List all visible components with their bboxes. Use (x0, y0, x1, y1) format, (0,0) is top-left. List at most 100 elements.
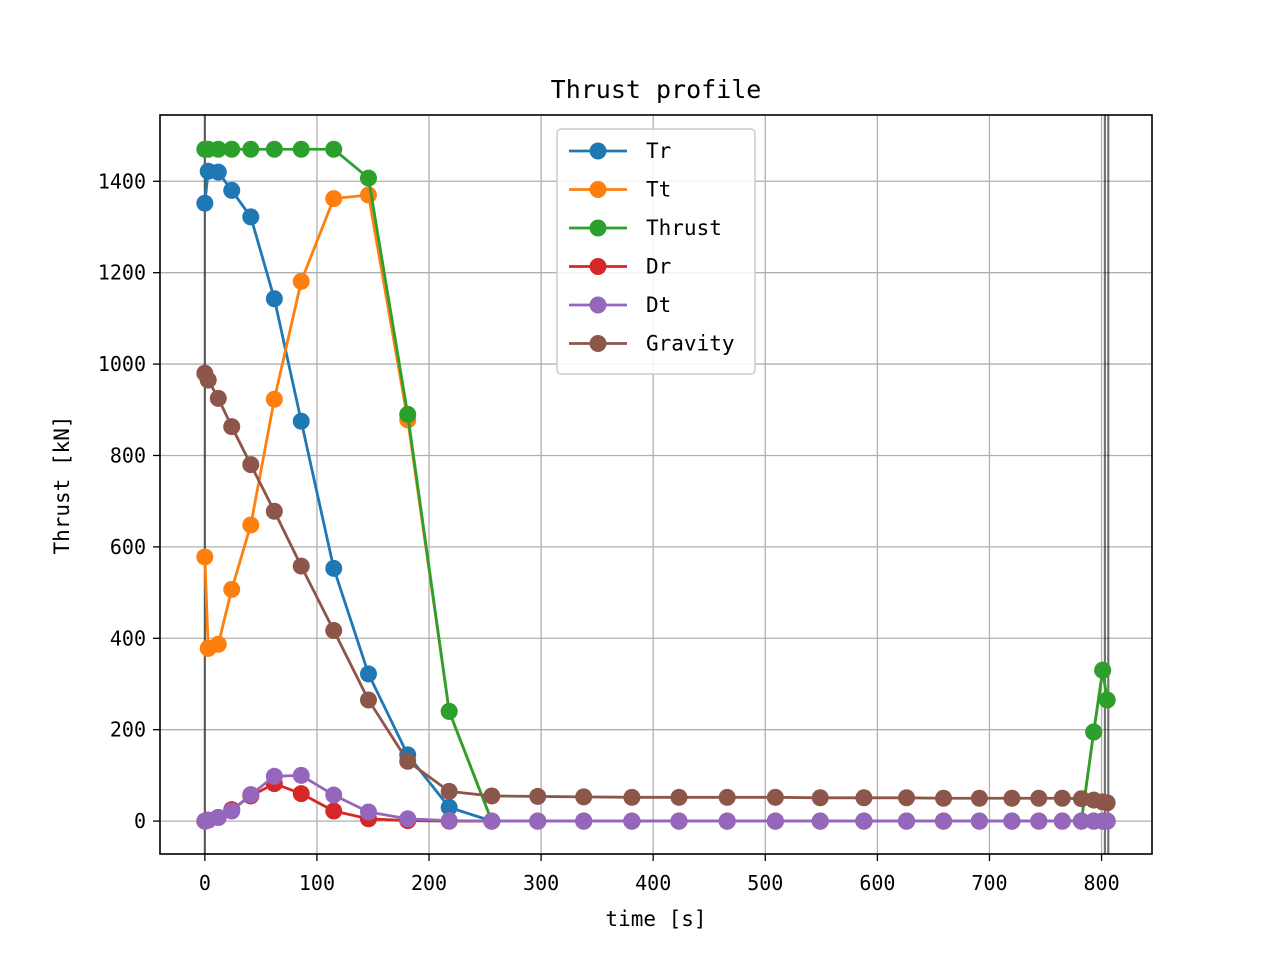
tr-point (325, 559, 343, 577)
x-tick-label: 800 (1083, 871, 1119, 895)
legend-label: Tt (646, 178, 671, 202)
gravity-point (670, 788, 688, 806)
dt-point (1003, 812, 1021, 830)
legend-swatch-marker (589, 181, 607, 198)
gravity-point (399, 752, 417, 770)
gravity-point (359, 691, 377, 709)
legend-swatch-marker (589, 296, 607, 314)
tr-point (265, 290, 283, 308)
thrust-point (325, 140, 343, 158)
tr-point (359, 665, 377, 683)
legend-swatch-marker (589, 258, 607, 275)
gravity-point (718, 788, 736, 806)
tt-point (359, 186, 377, 204)
gravity-point (1072, 790, 1090, 808)
dt-point (670, 812, 688, 830)
gravity-point (292, 557, 310, 575)
legend-item-dt: Dt (569, 293, 671, 317)
tr-point (292, 412, 310, 430)
y-tick-label: 1000 (98, 352, 146, 376)
tr-point (242, 208, 260, 226)
gravity-point (935, 789, 953, 807)
gravity-point (209, 389, 227, 407)
thrust-point (292, 140, 310, 158)
legend-item-tt: Tt (569, 178, 671, 202)
thrust-point (359, 169, 377, 187)
gravity-point (970, 789, 988, 807)
dr-point (292, 785, 310, 803)
tt-point (325, 190, 343, 208)
gravity-point (1030, 789, 1048, 807)
thrust-point (223, 140, 241, 158)
tr-point (209, 163, 227, 181)
dt-point (766, 812, 784, 830)
gravity-point (440, 782, 458, 800)
gravity-point (766, 788, 784, 806)
y-tick-label: 200 (110, 718, 146, 742)
legend-item-gravity: Gravity (569, 332, 735, 356)
y-tick-label: 1400 (98, 169, 146, 193)
y-axis-ticks: 0 200 400 600 800 1000 1200 1400 (98, 169, 160, 833)
thrust-point (399, 405, 417, 423)
dt-point (575, 812, 593, 830)
gravity-point (575, 788, 593, 806)
x-tick-label: 300 (523, 871, 559, 895)
gravity-point (855, 789, 873, 807)
dt-point (242, 786, 260, 804)
x-tick-label: 0 (199, 871, 211, 895)
tt-point (223, 580, 241, 598)
dt-point (1098, 812, 1116, 830)
x-tick-label: 600 (859, 871, 895, 895)
dt-point (970, 812, 988, 830)
y-axis-label: Thrust [kN] (50, 415, 74, 554)
dt-point (1030, 812, 1048, 830)
chart-title: Thrust profile (551, 75, 762, 104)
x-tick-label: 700 (971, 871, 1007, 895)
dt-point (440, 812, 458, 830)
gravity-point (325, 622, 343, 640)
dt-point (718, 812, 736, 830)
gravity-point (1098, 794, 1116, 812)
legend-label: Dt (646, 293, 671, 317)
thrust-point (265, 140, 283, 158)
thrust-point (1094, 661, 1112, 679)
dt-point (292, 766, 310, 784)
x-axis-ticks: 0 100 200 300 400 500 600 700 800 (199, 854, 1120, 895)
legend-label: Tr (646, 139, 671, 163)
y-tick-label: 400 (110, 626, 146, 650)
dt-point (359, 803, 377, 821)
thrust-point (1098, 691, 1116, 709)
series-group (196, 140, 1116, 830)
gravity-point (265, 502, 283, 520)
gravity-point (242, 456, 260, 474)
y-tick-label: 0 (134, 809, 146, 833)
y-tick-label: 800 (110, 443, 146, 467)
vertical-reference-lines (203, 115, 1110, 854)
dt-point (811, 812, 829, 830)
gravity-point (898, 789, 916, 807)
legend-label: Dr (646, 255, 671, 279)
y-tick-label: 1200 (98, 261, 146, 285)
gravity-point (1053, 789, 1071, 807)
legend-label: Gravity (646, 332, 735, 356)
legend-item-thrust: Thrust (569, 216, 722, 240)
dt-point (483, 812, 501, 830)
dt-point (935, 812, 953, 830)
series-dt (196, 766, 1116, 830)
tr-point (440, 798, 458, 816)
tt-point (242, 516, 260, 534)
legend-label: Thrust (646, 216, 722, 240)
dt-point (325, 786, 343, 804)
tt-point (292, 272, 310, 290)
series-gravity (196, 364, 1116, 812)
dt-point (623, 812, 641, 830)
tt-point (196, 548, 214, 566)
tt-point (265, 390, 283, 408)
dt-point (529, 812, 547, 830)
gravity-point (811, 789, 829, 807)
x-axis-label: time [s] (605, 907, 706, 931)
legend-swatch-marker (589, 142, 607, 160)
gravity-point (199, 371, 217, 389)
thrust-point (242, 140, 260, 158)
